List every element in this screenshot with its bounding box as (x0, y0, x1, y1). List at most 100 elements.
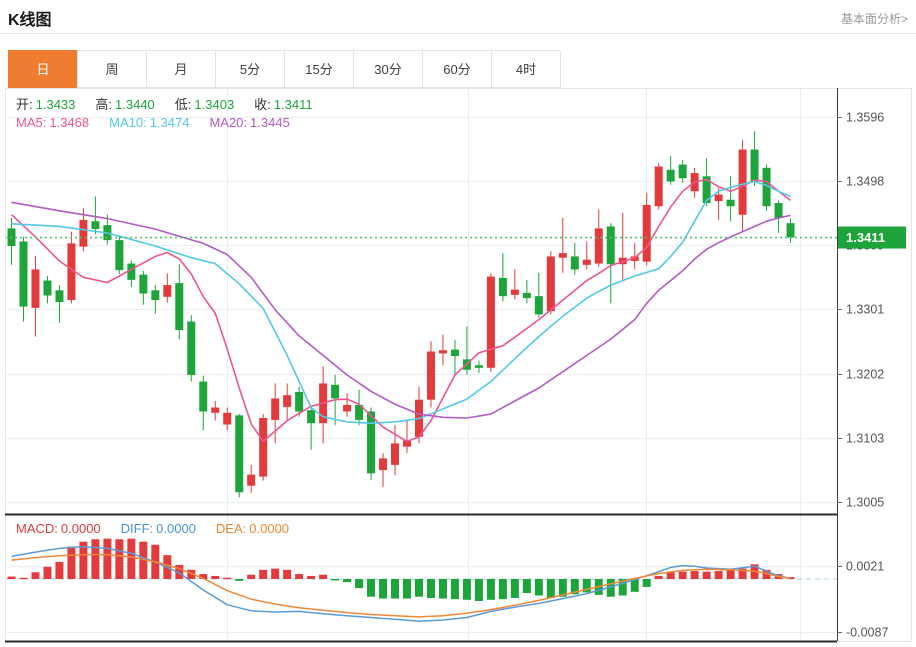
macd-bar (283, 569, 292, 579)
candle-body (403, 440, 412, 447)
candle-body (738, 149, 747, 215)
macd-bar (67, 546, 76, 579)
macd-bar (654, 575, 663, 579)
y-axis-labels: 1.35961.34981.33991.33011.32021.31031.30… (837, 111, 888, 640)
macd-bar (355, 579, 364, 589)
legend-low: 低: 1.3403 (174, 97, 235, 112)
candle-body (774, 202, 783, 218)
candle-body (546, 256, 555, 312)
tab-5min[interactable]: 5分 (215, 50, 285, 88)
candle-body (510, 289, 519, 295)
macd-bar (139, 541, 148, 579)
candle-body (666, 169, 675, 182)
macd-bar (271, 568, 280, 579)
macd-bar (630, 579, 639, 592)
dea-line (11, 553, 791, 618)
axis-label: 1.3498 (846, 175, 884, 189)
candle-body (426, 351, 435, 400)
macd-bar (391, 579, 400, 599)
macd-bar (618, 579, 627, 596)
candle-body (642, 204, 651, 262)
macd-bar (379, 579, 388, 599)
axis-label: 0.0021 (846, 560, 884, 574)
candle-body (31, 269, 40, 308)
tab-month[interactable]: 月 (146, 50, 216, 88)
macd-bar (426, 579, 435, 598)
macd-bar (211, 575, 220, 579)
candle-body (127, 263, 136, 280)
macd-bar (319, 574, 328, 579)
macd-bar (510, 579, 519, 598)
axis-label: 1.3202 (846, 368, 884, 382)
candle-body (199, 381, 208, 412)
macd-histogram (7, 538, 795, 602)
macd-bar (235, 579, 244, 581)
legend-high: 高: 1.3440 (95, 97, 155, 112)
tab-4hour[interactable]: 4时 (491, 50, 561, 88)
candle-body (307, 410, 316, 424)
candle-body (498, 277, 507, 297)
candle-body (151, 290, 160, 301)
candle-body (55, 290, 64, 303)
header-divider (0, 33, 916, 34)
tab-15min[interactable]: 15分 (284, 50, 354, 88)
macd-bar (546, 579, 555, 598)
candle-body (283, 395, 292, 407)
candle-body (678, 164, 687, 179)
macd-bar (175, 564, 184, 579)
macd-bar (331, 579, 340, 581)
macd-bar (522, 579, 531, 594)
macd-legend: MACD: 0.0000 DIFF: 0.0000 DEA: 0.0000 (16, 521, 309, 536)
fundamental-analysis-link[interactable]: 基本面分析> (840, 12, 908, 26)
candle-body (486, 276, 495, 368)
macd-bar (91, 539, 100, 579)
macd-bar (762, 569, 771, 579)
macd-bar (31, 572, 40, 579)
candle-body (367, 411, 376, 474)
axis-label: 1.3301 (846, 303, 884, 317)
macd-bar (247, 574, 256, 579)
axis-label: 1.3103 (846, 432, 884, 446)
tab-60min[interactable]: 60分 (422, 50, 492, 88)
macd-bar (606, 579, 615, 597)
legend-diff: DIFF: 0.0000 (120, 521, 196, 536)
header: K线图 基本面分析> (8, 6, 908, 32)
page-title: K线图 (8, 12, 52, 29)
candle-body (115, 240, 124, 271)
tab-day[interactable]: 日 (8, 50, 78, 88)
candle-body (630, 256, 639, 261)
candle-body (271, 398, 280, 420)
macd-bar (486, 579, 495, 600)
macd-bar (498, 579, 507, 600)
macd-bar (582, 579, 591, 593)
legend-ma5: MA5: 1.3468 (16, 115, 90, 130)
macd-bar (678, 571, 687, 579)
tab-week[interactable]: 周 (77, 50, 147, 88)
candle-body (762, 167, 771, 207)
macd-bar (690, 571, 699, 579)
candle-body (714, 194, 723, 202)
candle-body (67, 243, 76, 301)
frame (5, 88, 912, 643)
candle-body (175, 283, 184, 331)
macd-bar (367, 579, 376, 597)
axis-label: 1.3005 (846, 496, 884, 510)
grid (5, 88, 837, 641)
candle-body (522, 292, 531, 299)
tab-30min[interactable]: 30分 (353, 50, 423, 88)
macd-bar (642, 579, 651, 587)
macd-bar (259, 569, 268, 579)
candle-body (391, 443, 400, 465)
candle-body (379, 458, 388, 471)
candle-body (570, 256, 579, 270)
current-price-badge: 1.3411 (838, 226, 906, 249)
macd-bar (307, 575, 316, 579)
macd-bar (714, 571, 723, 579)
candle-body (355, 404, 364, 420)
macd-bar (103, 538, 112, 579)
macd-bar (343, 579, 352, 583)
candle-body (582, 259, 591, 265)
candle-body (534, 296, 543, 315)
